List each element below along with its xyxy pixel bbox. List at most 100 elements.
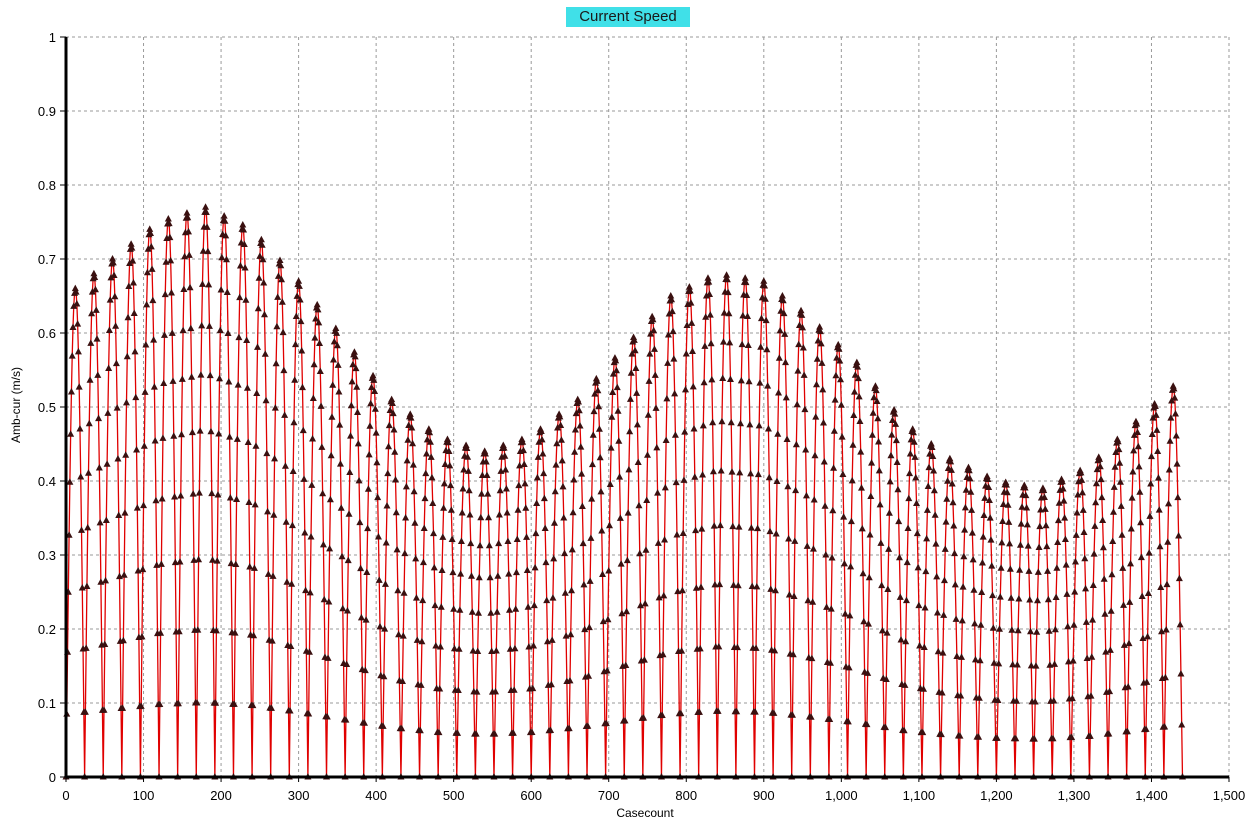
data-point	[333, 329, 341, 336]
data-point	[753, 582, 761, 590]
data-point	[588, 460, 596, 468]
data-point	[799, 323, 807, 331]
data-point	[309, 394, 317, 402]
data-point	[1164, 538, 1172, 545]
data-point	[909, 425, 917, 432]
data-point	[1051, 625, 1059, 633]
data-point	[561, 549, 569, 557]
data-point	[120, 571, 128, 578]
data-point	[455, 645, 463, 652]
data-point	[984, 475, 992, 482]
data-point	[993, 734, 1001, 741]
data-point	[735, 523, 743, 530]
data-point	[478, 471, 486, 478]
data-point	[849, 441, 857, 448]
data-point	[388, 399, 396, 406]
data-point	[816, 323, 824, 330]
data-point	[744, 312, 752, 320]
data-point	[392, 476, 400, 483]
data-point	[468, 572, 475, 579]
data-point	[329, 355, 337, 363]
data-point	[1016, 566, 1024, 573]
data-point	[933, 608, 941, 616]
data-point	[778, 292, 786, 299]
data-point	[338, 552, 346, 560]
data-point	[305, 709, 313, 717]
data-point	[262, 396, 270, 404]
data-point	[1175, 574, 1183, 582]
data-point	[1016, 541, 1024, 548]
data-point	[288, 521, 296, 529]
data-point	[1018, 503, 1026, 510]
data-point	[232, 560, 240, 567]
data-point	[418, 637, 426, 645]
data-point	[411, 519, 419, 526]
data-point	[235, 333, 243, 341]
data-point	[736, 468, 744, 476]
data-point	[895, 553, 903, 561]
data-point	[785, 591, 793, 598]
data-point	[1109, 537, 1117, 545]
data-point	[579, 539, 587, 547]
data-point	[339, 604, 347, 612]
data-point	[1096, 455, 1104, 462]
data-point	[413, 636, 421, 643]
data-point	[595, 402, 603, 410]
data-point	[437, 603, 445, 610]
data-point	[521, 479, 529, 487]
data-point	[335, 388, 343, 395]
data-point	[1072, 531, 1080, 538]
data-point	[185, 251, 193, 258]
data-point	[483, 471, 491, 478]
data-point	[1081, 554, 1089, 562]
data-point	[254, 343, 262, 350]
data-point	[124, 313, 132, 321]
data-point	[845, 663, 853, 671]
data-point	[1040, 493, 1048, 501]
data-point	[289, 467, 297, 474]
data-point	[943, 495, 951, 502]
data-point	[447, 481, 455, 489]
data-point	[435, 728, 443, 736]
data-point	[664, 359, 672, 366]
data-point	[707, 339, 715, 347]
data-point	[645, 377, 653, 384]
data-point	[754, 524, 762, 532]
data-point	[213, 557, 221, 564]
data-point	[183, 209, 191, 216]
data-point	[968, 529, 976, 536]
data-point	[961, 503, 969, 511]
data-point	[950, 522, 958, 529]
data-point	[465, 486, 473, 494]
data-point	[612, 356, 620, 364]
data-point	[68, 352, 76, 359]
data-point	[485, 513, 493, 521]
data-point	[726, 338, 734, 346]
data-point	[1126, 598, 1134, 605]
data-point	[976, 656, 984, 664]
data-point	[449, 568, 457, 576]
data-point	[146, 225, 154, 232]
data-point	[607, 444, 615, 451]
data-point	[966, 474, 974, 482]
data-point	[109, 258, 117, 266]
data-point	[1090, 550, 1098, 557]
data-point	[584, 722, 592, 729]
data-point	[1165, 465, 1173, 473]
data-point	[209, 556, 217, 563]
data-point	[500, 444, 508, 451]
data-point	[907, 435, 915, 443]
data-point	[615, 437, 623, 444]
data-point	[989, 591, 997, 599]
data-point	[728, 468, 736, 475]
data-point	[1051, 660, 1059, 667]
data-point	[1014, 626, 1022, 634]
data-point	[1042, 521, 1050, 529]
axes: 0 100 200 300 400 500 600 700 800 900 1,000 1,100 1,…	[38, 30, 1245, 803]
data-point	[225, 377, 233, 385]
data-point	[398, 677, 406, 685]
data-point	[385, 442, 393, 450]
data-point	[361, 666, 369, 674]
data-point	[319, 489, 327, 497]
data-point	[595, 425, 603, 432]
